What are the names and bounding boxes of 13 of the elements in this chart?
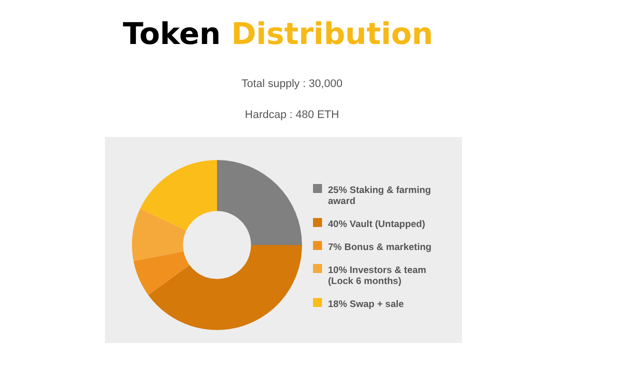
legend-label: 40% Vault (Untapped)	[328, 219, 426, 230]
donut-slice	[148, 245, 302, 330]
donut-slice	[134, 251, 190, 295]
donut-slice	[132, 208, 186, 261]
legend-label: 25% Staking & farming award	[328, 185, 432, 207]
legend-label: 10% Investors & team (Lock 6 months)	[328, 265, 426, 287]
legend-label: 7% Bonus & marketing	[328, 242, 432, 253]
text: Hardcap : 480 ETH	[244, 109, 340, 121]
donut-slice	[140, 160, 217, 231]
chart-title: Token Distribution	[122, 17, 434, 52]
legend-label: 18% Swap + sale	[328, 299, 404, 310]
chart-subtitle: Total supply : 30,000	[242, 78, 342, 90]
donut-slice	[217, 160, 302, 245]
